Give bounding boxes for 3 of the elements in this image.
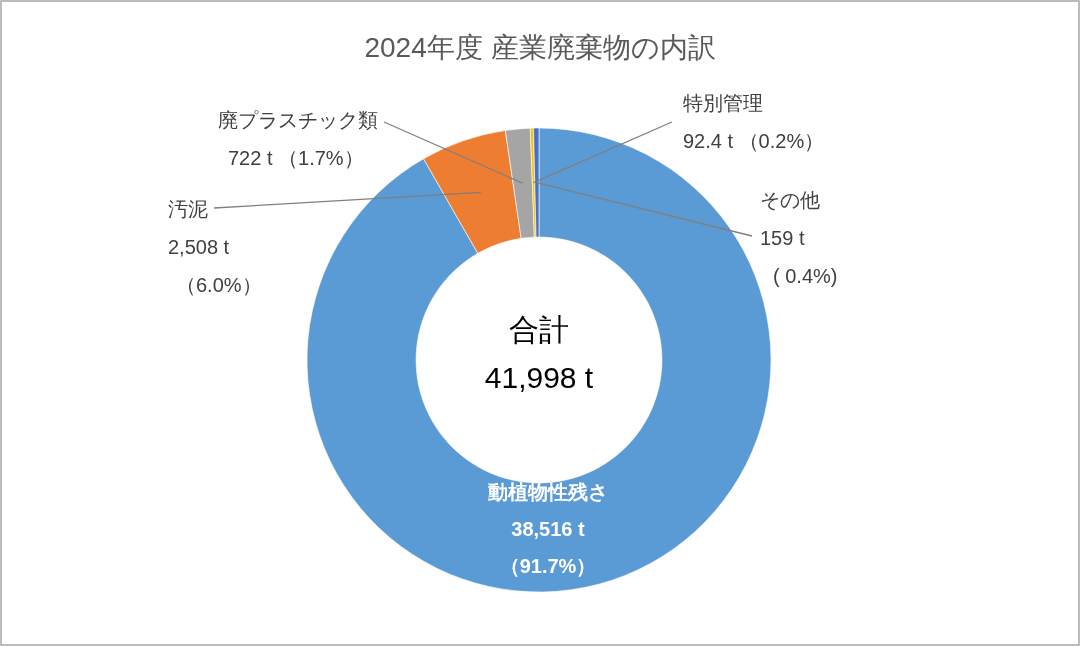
chart-title: 2024年度 産業廃棄物の内訳 xyxy=(364,32,716,63)
text: 41,998 t xyxy=(484,361,594,394)
text: 合計 xyxy=(509,313,569,346)
